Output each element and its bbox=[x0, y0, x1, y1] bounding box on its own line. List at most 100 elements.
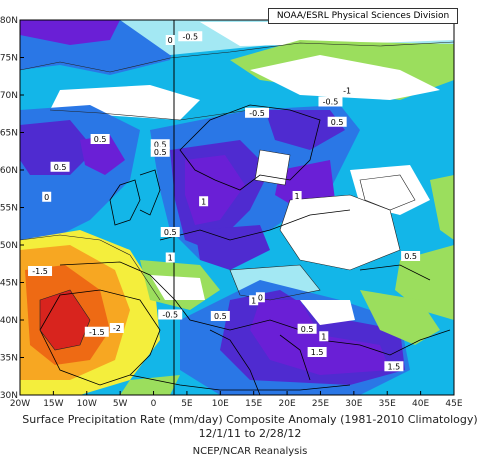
contour-label: 0.5 bbox=[150, 146, 170, 157]
contour-label-box bbox=[150, 146, 170, 157]
contour-label-box bbox=[165, 252, 175, 263]
lat-tick-label: 55N bbox=[0, 204, 18, 214]
contour-label-text: 0.5 bbox=[54, 163, 67, 172]
contour-label-box bbox=[340, 85, 355, 96]
contour-lines bbox=[20, 41, 454, 351]
lon-tick-label: 30E bbox=[345, 399, 362, 409]
contour-label-text: 1 bbox=[251, 296, 256, 305]
contour-label-box bbox=[245, 107, 270, 118]
contour-label: 0.5 bbox=[327, 116, 347, 127]
contour-label-box bbox=[384, 361, 404, 372]
lon-tick-label: 20E bbox=[279, 399, 296, 409]
credit-box: NOAA/ESRL Physical Sciences Division bbox=[268, 8, 458, 24]
contour-label-box bbox=[178, 31, 203, 42]
contour-label-text: 0.5 bbox=[404, 252, 417, 261]
lon-tick-label: 45E bbox=[445, 399, 462, 409]
contour-label-text: 1.5 bbox=[388, 362, 401, 371]
contour-label-box bbox=[307, 347, 327, 357]
contour-label-text: 0.5 bbox=[301, 325, 314, 334]
contour-label: 0 bbox=[42, 191, 52, 202]
contour-label: 0 bbox=[165, 35, 175, 45]
contour-label: -0.5 bbox=[178, 31, 203, 42]
contour-label: -2 bbox=[109, 323, 124, 333]
lat-tick-label: 60N bbox=[0, 166, 18, 176]
contour-label: 0.5 bbox=[150, 139, 170, 150]
contour-label: 0.5 bbox=[401, 251, 421, 261]
contour-label: 1.5 bbox=[384, 361, 404, 372]
contour-label-box bbox=[109, 323, 124, 333]
contour-label: 0 bbox=[255, 292, 265, 303]
lon-tick-label: 5E bbox=[181, 399, 193, 409]
contour-label-box bbox=[160, 227, 180, 237]
contour-label-text: 0.5 bbox=[164, 228, 177, 237]
contour-label-text: 1 bbox=[201, 197, 206, 206]
lat-tick-label: 70N bbox=[0, 91, 18, 101]
contour-label-text: -0.5 bbox=[249, 109, 265, 118]
contour-label-text: 0.5 bbox=[94, 135, 107, 144]
contour-label-text: -0.5 bbox=[162, 311, 178, 320]
contour-label-box bbox=[297, 323, 317, 334]
lon-tick-label: 0 bbox=[151, 399, 157, 409]
contour-label: 1 bbox=[319, 331, 329, 342]
contour-labels: -0.5-0.5-0.5-10.50.50.50.50.5110.50.51-1… bbox=[28, 31, 421, 372]
lon-tick-label: 35E bbox=[379, 399, 396, 409]
contour-label: 0.5 bbox=[210, 311, 230, 321]
contour-label: -1.5 bbox=[28, 266, 53, 276]
lon-tick-label: 10E bbox=[212, 399, 229, 409]
data-source: NCEP/NCAR Reanalysis bbox=[192, 446, 308, 457]
contour-label-box bbox=[84, 326, 109, 337]
contour-label-text: 0.5 bbox=[154, 140, 167, 149]
contour-label-box bbox=[292, 191, 302, 201]
contour-label-text: -2 bbox=[113, 324, 121, 333]
lat-tick-label: 80N bbox=[0, 16, 18, 26]
contour-label-text: 1.5 bbox=[311, 348, 324, 357]
contour-label: 0.5 bbox=[50, 161, 70, 172]
date-range: 12/1/11 to 2/28/12 bbox=[198, 427, 302, 440]
contour-label: -1 bbox=[340, 85, 355, 96]
contour-label-box bbox=[318, 96, 343, 107]
lon-tick-label: 5W bbox=[113, 399, 128, 409]
lon-tick-label: 20W bbox=[10, 399, 30, 409]
contour-label: 0.5 bbox=[90, 134, 110, 144]
contour-label: 0.5 bbox=[297, 323, 317, 334]
contour-label: 1.5 bbox=[307, 347, 327, 357]
contour-label-box bbox=[50, 161, 70, 172]
contour-label: -0.5 bbox=[318, 96, 343, 107]
contour-label-text: 0.5 bbox=[214, 312, 227, 321]
contour-label-box bbox=[327, 116, 347, 127]
anomaly-shading bbox=[20, 20, 454, 395]
contour-label: 1 bbox=[199, 196, 209, 207]
contour-label-box bbox=[249, 295, 259, 306]
lat-tick-label: 50N bbox=[0, 241, 18, 251]
contour-label-text: 1 bbox=[295, 192, 300, 201]
contour-label: 1 bbox=[249, 295, 259, 306]
contour-label-box bbox=[255, 292, 265, 303]
contour-label-text: -0.5 bbox=[323, 98, 339, 107]
lat-tick-label: 65N bbox=[0, 129, 18, 139]
contour-label-box bbox=[90, 134, 110, 144]
contour-label: 0.5 bbox=[160, 227, 180, 237]
coastlines bbox=[39, 104, 451, 395]
contour-label-box bbox=[319, 331, 329, 342]
contour-label: 1 bbox=[292, 191, 302, 201]
contour-label: -0.5 bbox=[245, 107, 270, 118]
lon-tick-label: 25E bbox=[312, 399, 329, 409]
lon-tick-label: 15E bbox=[245, 399, 262, 409]
contour-label-text: 0 bbox=[258, 293, 263, 302]
contour-label-box bbox=[150, 139, 170, 150]
lon-tick-label: 40E bbox=[412, 399, 429, 409]
contour-label-text: 0 bbox=[168, 36, 173, 45]
contour-label-text: 1 bbox=[168, 254, 173, 263]
contour-label-text: 0.5 bbox=[154, 148, 167, 157]
contour-label: -1.5 bbox=[84, 326, 109, 337]
lon-tick-label: 10W bbox=[77, 399, 97, 409]
contour-label-text: -0.5 bbox=[182, 32, 198, 41]
contour-label-box bbox=[28, 266, 53, 276]
contour-label: 1 bbox=[165, 252, 175, 263]
lat-tick-label: 35N bbox=[0, 354, 18, 364]
contour-label-text: -1.5 bbox=[89, 328, 105, 337]
lat-tick-label: 75N bbox=[0, 54, 18, 64]
lat-tick-label: 30N bbox=[0, 391, 18, 401]
